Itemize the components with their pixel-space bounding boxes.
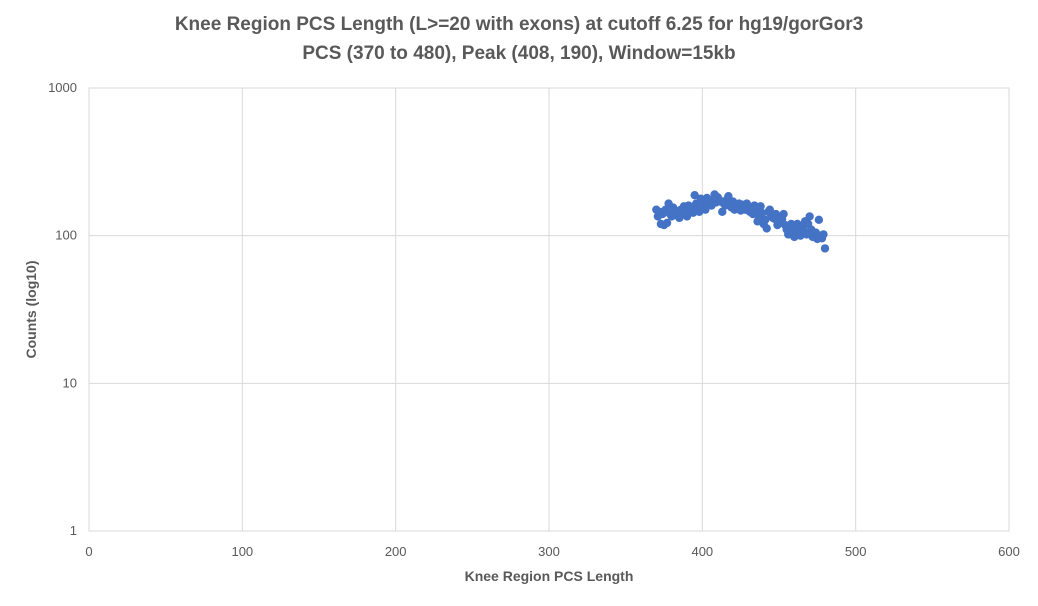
data-point [761,215,770,225]
data-point [762,224,771,233]
y-tick-label: 1000 [48,80,77,95]
data-point [787,219,796,229]
y-tick-label: 1 [70,523,77,538]
data-point [819,230,828,239]
x-tick-label: 100 [231,544,253,559]
y-tick-label: 10 [63,375,77,390]
x-tick-label: 0 [85,544,92,559]
data-point [820,244,830,253]
y-axis-ticks: 1 10 100 1000 [48,80,77,538]
y-axis-label: Counts (log10) [23,261,39,359]
data-points [652,190,830,253]
x-tick-label: 400 [691,544,713,559]
data-point [756,202,765,211]
data-point [701,205,710,214]
data-point [690,190,699,200]
chart-title: Knee Region PCS Length (L>=20 with exons… [174,14,864,35]
data-point [805,212,814,221]
data-point [779,209,788,219]
x-tick-label: 500 [845,544,867,559]
y-tick-label: 100 [55,228,77,243]
data-point [662,218,672,228]
data-point [682,212,692,221]
data-point [718,207,727,217]
data-point [814,215,824,225]
chart-subtitle: PCS (370 to 480), Peak (408, 190), Windo… [302,43,736,64]
gridlines [88,87,1010,532]
plot-area [88,87,1010,532]
x-tick-label: 200 [385,544,407,559]
x-tick-label: 300 [538,544,560,559]
x-axis-ticks: 0 100 200 300 400 500 600 [85,544,1019,559]
x-tick-label: 600 [998,544,1020,559]
x-axis-label: Knee Region PCS Length [465,568,634,584]
